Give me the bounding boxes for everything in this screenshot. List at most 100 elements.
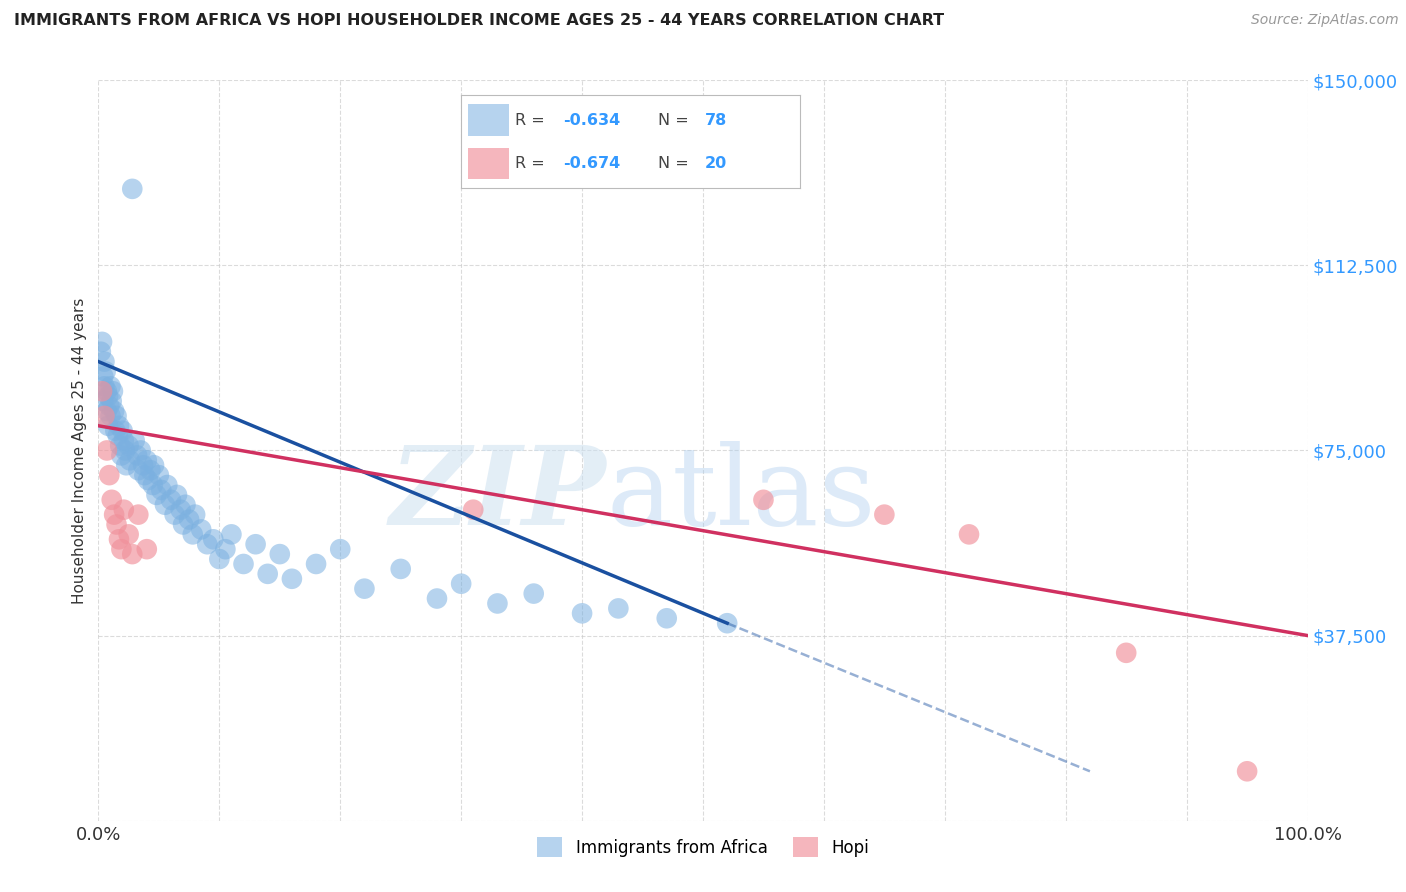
Point bbox=[353, 582, 375, 596]
Point bbox=[281, 572, 304, 586]
Point bbox=[98, 399, 121, 413]
Point bbox=[108, 533, 131, 547]
Point bbox=[121, 182, 143, 196]
Point bbox=[129, 443, 152, 458]
Point bbox=[124, 434, 146, 448]
Point bbox=[97, 389, 120, 403]
Point bbox=[571, 607, 593, 621]
Point bbox=[190, 523, 212, 537]
Point bbox=[93, 409, 115, 423]
Point bbox=[96, 384, 118, 399]
Point bbox=[118, 527, 141, 541]
Point bbox=[100, 394, 122, 409]
Point bbox=[118, 453, 141, 467]
Point bbox=[156, 478, 179, 492]
Point bbox=[110, 542, 132, 557]
Point bbox=[100, 492, 122, 507]
Point bbox=[184, 508, 207, 522]
Point bbox=[179, 512, 201, 526]
Text: IMMIGRANTS FROM AFRICA VS HOPI HOUSEHOLDER INCOME AGES 25 - 44 YEARS CORRELATION: IMMIGRANTS FROM AFRICA VS HOPI HOUSEHOLD… bbox=[14, 13, 945, 29]
Point bbox=[91, 384, 114, 399]
Point bbox=[607, 601, 630, 615]
Point bbox=[96, 404, 118, 418]
Point bbox=[134, 468, 156, 483]
Point bbox=[91, 369, 114, 384]
Point bbox=[100, 409, 122, 423]
Point bbox=[135, 453, 157, 467]
Point bbox=[153, 498, 176, 512]
Point bbox=[1115, 646, 1137, 660]
Y-axis label: Householder Income Ages 25 - 44 years: Householder Income Ages 25 - 44 years bbox=[72, 297, 87, 604]
Point bbox=[100, 379, 122, 393]
Point bbox=[93, 354, 115, 368]
Point bbox=[110, 449, 132, 463]
Point bbox=[232, 557, 254, 571]
Point bbox=[143, 458, 166, 473]
Point bbox=[329, 542, 352, 557]
Point bbox=[132, 458, 155, 473]
Point bbox=[145, 488, 167, 502]
Point bbox=[136, 473, 159, 487]
Point bbox=[90, 344, 112, 359]
Legend: Immigrants from Africa, Hopi: Immigrants from Africa, Hopi bbox=[530, 830, 876, 864]
Point bbox=[1236, 764, 1258, 779]
Point bbox=[426, 591, 449, 606]
Point bbox=[389, 562, 412, 576]
Point bbox=[101, 384, 124, 399]
Point bbox=[169, 502, 191, 516]
Point bbox=[107, 428, 129, 442]
Point bbox=[112, 502, 135, 516]
Point bbox=[139, 463, 162, 477]
Point bbox=[108, 418, 131, 433]
Point bbox=[104, 424, 127, 438]
Point bbox=[202, 533, 225, 547]
Point bbox=[655, 611, 678, 625]
Point bbox=[103, 404, 125, 418]
Point bbox=[172, 517, 194, 532]
Point bbox=[214, 542, 236, 557]
Point bbox=[305, 557, 328, 571]
Point bbox=[105, 409, 128, 423]
Point bbox=[221, 527, 243, 541]
Point bbox=[135, 542, 157, 557]
Point bbox=[523, 586, 546, 600]
Point bbox=[127, 508, 149, 522]
Point bbox=[873, 508, 896, 522]
Point bbox=[114, 443, 136, 458]
Point bbox=[150, 483, 173, 497]
Point bbox=[163, 508, 186, 522]
Point bbox=[486, 597, 509, 611]
Point bbox=[118, 438, 141, 452]
Text: ZIP: ZIP bbox=[389, 442, 606, 549]
Point bbox=[245, 537, 267, 551]
Point bbox=[166, 488, 188, 502]
Point bbox=[127, 463, 149, 477]
Text: Source: ZipAtlas.com: Source: ZipAtlas.com bbox=[1251, 13, 1399, 28]
Point bbox=[716, 616, 738, 631]
Point bbox=[103, 508, 125, 522]
Point bbox=[105, 517, 128, 532]
Point bbox=[127, 449, 149, 463]
Point bbox=[108, 438, 131, 452]
Point bbox=[208, 552, 231, 566]
Point bbox=[195, 537, 218, 551]
Point bbox=[96, 443, 118, 458]
Point bbox=[91, 394, 114, 409]
Point bbox=[112, 434, 135, 448]
Point bbox=[148, 468, 170, 483]
Text: atlas: atlas bbox=[606, 442, 876, 549]
Point bbox=[752, 492, 775, 507]
Point bbox=[94, 364, 117, 378]
Point bbox=[160, 492, 183, 507]
Point bbox=[121, 547, 143, 561]
Point bbox=[174, 498, 197, 512]
Point bbox=[181, 527, 204, 541]
Point bbox=[463, 502, 485, 516]
Point bbox=[142, 478, 165, 492]
Point bbox=[450, 576, 472, 591]
Point bbox=[115, 458, 138, 473]
Point bbox=[91, 334, 114, 349]
Point bbox=[111, 424, 134, 438]
Point bbox=[93, 379, 115, 393]
Point bbox=[256, 566, 278, 581]
